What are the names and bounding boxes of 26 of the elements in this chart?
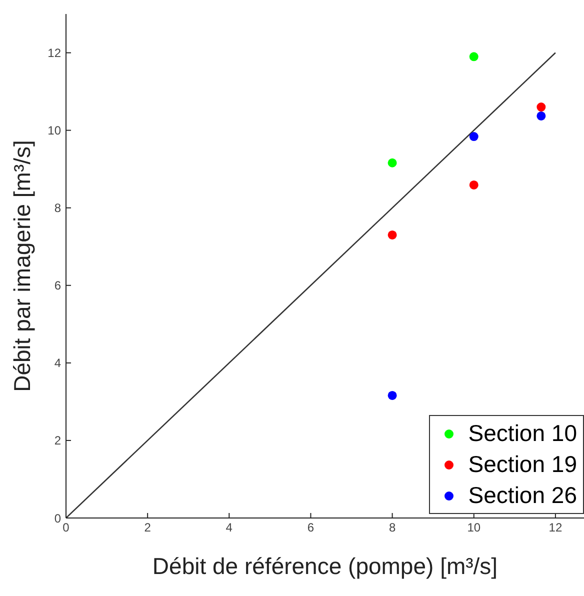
point <box>388 390 397 400</box>
point <box>469 52 478 62</box>
point <box>388 230 397 240</box>
y-tick-label: 0 <box>54 511 62 526</box>
point <box>536 102 546 112</box>
x-tick-label: 10 <box>467 520 481 535</box>
legend-label: Section 19 <box>468 450 577 479</box>
point <box>536 111 546 120</box>
y-tick-label: 4 <box>54 356 62 370</box>
x-axis-title: Débit de référence (pompe) [m³/s] <box>152 553 498 579</box>
y-tick-label: 6 <box>54 278 62 293</box>
y-tick-label: 12 <box>48 46 62 60</box>
x-tick-label: 6 <box>307 520 314 535</box>
point <box>469 180 478 190</box>
x-tick-label: 2 <box>144 520 152 535</box>
legend-label: Section 26 <box>468 481 577 510</box>
point <box>388 158 397 168</box>
y-axis-title: Débit par imagerie [m³/s] <box>9 140 36 392</box>
legend-label: Section 10 <box>468 419 577 448</box>
y-tick-label: 2 <box>54 434 62 448</box>
x-tick-label: 8 <box>388 520 396 535</box>
y-tick-label: 10 <box>48 124 62 138</box>
x-tick-label: 4 <box>226 520 233 535</box>
x-tick-label: 12 <box>548 520 562 535</box>
point <box>469 132 478 142</box>
y-tick-label: 8 <box>54 201 62 216</box>
